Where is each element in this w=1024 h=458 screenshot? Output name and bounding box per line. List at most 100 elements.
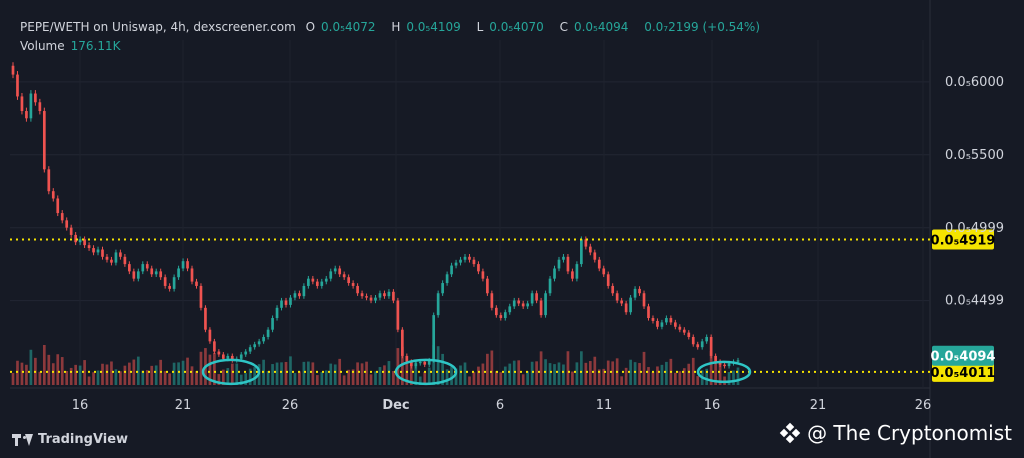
candle-body	[508, 306, 512, 313]
candle-body	[432, 315, 436, 361]
candle-body	[651, 318, 655, 321]
candle-body	[472, 259, 476, 265]
volume-bar	[38, 371, 42, 385]
volume-bar	[275, 362, 279, 385]
candle-body	[114, 252, 118, 263]
volume-bar	[427, 367, 431, 385]
volume-bar	[186, 357, 189, 385]
candle-body	[512, 300, 516, 307]
x-tick-label: 16	[72, 398, 89, 413]
volume-bar	[338, 358, 342, 385]
volume-bar	[584, 362, 588, 385]
volume-bar	[378, 367, 382, 385]
volume-bar	[606, 360, 610, 385]
candle-body	[620, 300, 623, 304]
volume-bar	[342, 375, 346, 385]
candle-body	[186, 261, 189, 269]
candle-body	[530, 293, 534, 304]
volume-bar	[530, 361, 534, 385]
volume-bar	[96, 370, 100, 385]
volume-bar	[145, 370, 149, 385]
tradingview-brand[interactable]: TradingView	[12, 432, 128, 447]
volume-bar	[235, 363, 239, 385]
candle-body	[141, 264, 145, 272]
candle-body	[705, 336, 709, 342]
candle-body	[83, 239, 86, 246]
candle-body	[199, 285, 203, 308]
candle-body	[11, 65, 15, 75]
candle-body	[727, 363, 731, 367]
candle-body	[360, 293, 364, 297]
candle-body	[329, 271, 333, 279]
volume-bar	[177, 362, 180, 385]
candle-body	[60, 213, 64, 221]
grid-lines	[10, 0, 931, 458]
candle-body	[383, 293, 386, 297]
candle-body	[342, 274, 346, 278]
volume-bar	[508, 363, 512, 385]
volume-bar	[588, 361, 592, 385]
volume-bar	[642, 351, 646, 385]
volume-bar	[315, 375, 319, 385]
volume-bar	[611, 361, 615, 385]
candle-body	[132, 271, 136, 279]
candle-body	[562, 256, 565, 260]
volume-bar	[494, 371, 498, 385]
volume-bar	[83, 360, 86, 385]
candle-body	[450, 265, 453, 275]
candle-body	[647, 306, 650, 319]
volume-bar	[65, 371, 69, 385]
candle-body	[302, 285, 306, 297]
volume-bar	[383, 365, 386, 385]
volume-bar	[226, 368, 230, 385]
volume-bar	[311, 362, 315, 385]
volume-bar	[526, 371, 530, 385]
symbol-title: PEPE/WETH on Uniswap, 4h, dexscreener.co…	[20, 20, 296, 34]
volume-bar	[150, 365, 154, 385]
y-tick-label: 0.0₅4499	[945, 294, 1004, 309]
volume-bar	[409, 362, 413, 385]
last-price-tag	[932, 345, 994, 366]
candle-body	[633, 288, 637, 298]
candle-body	[78, 239, 82, 243]
volume-bar	[302, 361, 306, 385]
candle-body	[150, 268, 154, 275]
candle-body	[544, 293, 547, 316]
volume-bar	[154, 365, 158, 385]
volume-bar	[266, 371, 270, 385]
volume-bar	[687, 363, 691, 385]
candle-body	[338, 268, 342, 275]
candle-body	[459, 259, 462, 263]
volume-bar	[365, 361, 368, 385]
volume-bar	[432, 345, 436, 385]
volume-bar	[87, 376, 91, 385]
candle-body	[226, 355, 230, 359]
volume-bar	[580, 351, 583, 385]
candle-body	[280, 300, 283, 308]
volume-bar	[11, 373, 15, 385]
level-tag-label: 0.0₅4919	[931, 233, 996, 248]
candle-body	[580, 239, 583, 265]
candle-body	[128, 264, 131, 272]
volume-bar	[356, 362, 359, 385]
volume-bar	[647, 367, 650, 385]
volume-bar	[20, 362, 24, 385]
candle-body	[172, 277, 176, 289]
candle-body	[239, 354, 243, 359]
volume-bar	[620, 376, 623, 385]
candle-body	[92, 248, 95, 253]
volume-label: Volume	[20, 39, 65, 53]
candle-body	[87, 245, 91, 249]
candle-body	[320, 281, 324, 286]
candles	[11, 62, 740, 369]
candle-body	[548, 278, 552, 294]
volume-bar	[597, 369, 601, 385]
candle-body	[615, 293, 619, 301]
volume-bar	[271, 364, 274, 385]
candle-body	[526, 303, 530, 307]
candle-body	[190, 268, 194, 282]
candle-body	[660, 322, 664, 327]
volume-bar	[705, 368, 709, 385]
volume-bar	[441, 353, 444, 385]
